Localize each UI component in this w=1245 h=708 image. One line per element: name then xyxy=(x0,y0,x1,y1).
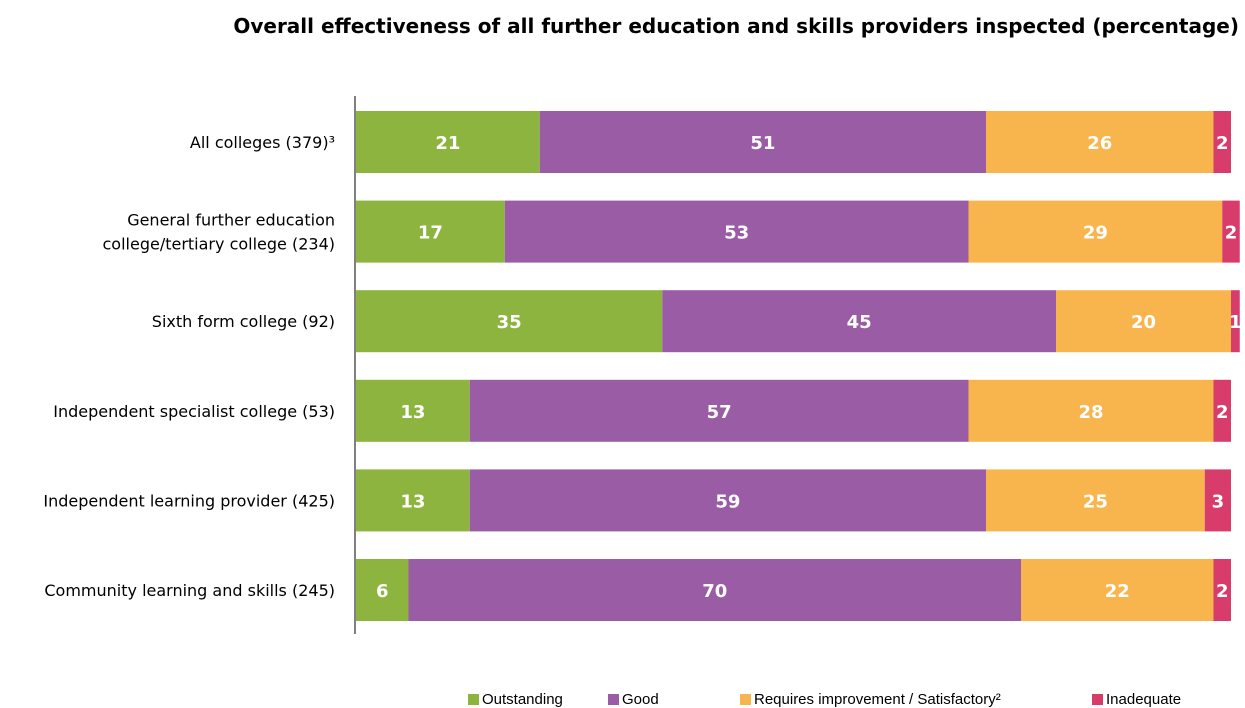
bar-segment xyxy=(356,379,470,442)
legend-swatch xyxy=(1092,693,1103,705)
bar-segment xyxy=(356,111,540,173)
legend-swatch xyxy=(468,693,479,705)
data-label: 2 xyxy=(1216,402,1229,423)
bar-segment xyxy=(1056,290,1231,353)
bar-segment xyxy=(1222,200,1240,263)
data-label: 59 xyxy=(715,491,740,512)
legend-item: Outstanding xyxy=(468,690,563,708)
category-label: All colleges (379)³ xyxy=(190,133,335,152)
data-label: 2 xyxy=(1216,581,1229,602)
data-label: 51 xyxy=(750,133,775,154)
legend-label: Good xyxy=(622,690,659,708)
data-label: 35 xyxy=(497,312,522,333)
category-labels: All colleges (379)³ General further educa… xyxy=(43,133,335,600)
chart-title: Overall effectiveness of all further edu… xyxy=(233,14,1239,38)
legend-item: Good xyxy=(608,690,659,708)
bar-segment xyxy=(356,290,663,353)
bars-group: 21 51 26 217 53 29 235 45 20 113 57 28 213 59 25 36 70 22… xyxy=(356,111,1242,621)
legend-item: Inadequate xyxy=(1092,690,1181,708)
data-label: 70 xyxy=(702,581,727,602)
data-label: 13 xyxy=(400,402,425,423)
data-label: 57 xyxy=(707,402,732,423)
data-label: 21 xyxy=(435,133,460,154)
category-label: Sixth form college (92) xyxy=(152,312,335,331)
bar-segment xyxy=(986,469,1205,532)
bar-segment xyxy=(1021,559,1214,621)
category-label: Independent specialist college (53) xyxy=(53,402,335,421)
bar-segment xyxy=(968,379,1214,442)
data-label: 20 xyxy=(1131,312,1156,333)
legend-label: Requires improvement / Satisfactory² xyxy=(754,690,1001,708)
legend-label: Inadequate xyxy=(1106,690,1182,708)
legend-label: Outstanding xyxy=(482,690,563,708)
bar-segment xyxy=(1213,559,1231,621)
data-label: 6 xyxy=(376,581,389,602)
bar-segment xyxy=(986,111,1214,173)
data-label: 28 xyxy=(1078,402,1103,423)
legend-swatch xyxy=(740,693,751,705)
data-label: 22 xyxy=(1105,581,1130,602)
bar-segment xyxy=(968,200,1223,263)
data-label: 2 xyxy=(1225,223,1238,244)
legend-item: Requires improvement / Satisfactory² xyxy=(740,690,1001,708)
bar-segment xyxy=(1204,469,1231,532)
bar-segment xyxy=(408,559,1021,621)
data-label: 3 xyxy=(1212,491,1225,512)
data-label: 2 xyxy=(1216,133,1229,154)
category-label: Independent learning provider (425) xyxy=(43,491,335,510)
bar-segment xyxy=(539,111,986,173)
bar-segment xyxy=(662,290,1056,353)
category-label: Community learning and skills (245) xyxy=(44,581,335,600)
bar-segment xyxy=(504,200,969,263)
legend: Outstanding Good Requires improvement / Sa… xyxy=(468,690,1228,708)
bar-segment xyxy=(1213,379,1231,442)
bar-segment xyxy=(1213,111,1231,173)
stacked-bar-chart: 21 51 26 217 53 29 235 45 20 113 57 28 213 59 25 36 70 22… xyxy=(43,96,1242,634)
bar-segment xyxy=(356,469,470,532)
data-label: 1 xyxy=(1229,312,1242,333)
data-label: 26 xyxy=(1087,133,1112,154)
data-label: 29 xyxy=(1083,223,1108,244)
data-label: 17 xyxy=(418,223,443,244)
data-label: 25 xyxy=(1083,491,1108,512)
bar-segment xyxy=(356,559,409,621)
bar-segment xyxy=(469,469,986,532)
data-label: 45 xyxy=(847,312,872,333)
bar-segment xyxy=(469,379,969,442)
data-label: 53 xyxy=(724,223,749,244)
bar-segment xyxy=(1231,290,1240,353)
data-label: 13 xyxy=(400,491,425,512)
bar-segment xyxy=(356,200,505,263)
category-label: General further education college/tertiar… xyxy=(103,211,336,254)
legend-swatch xyxy=(608,693,619,705)
